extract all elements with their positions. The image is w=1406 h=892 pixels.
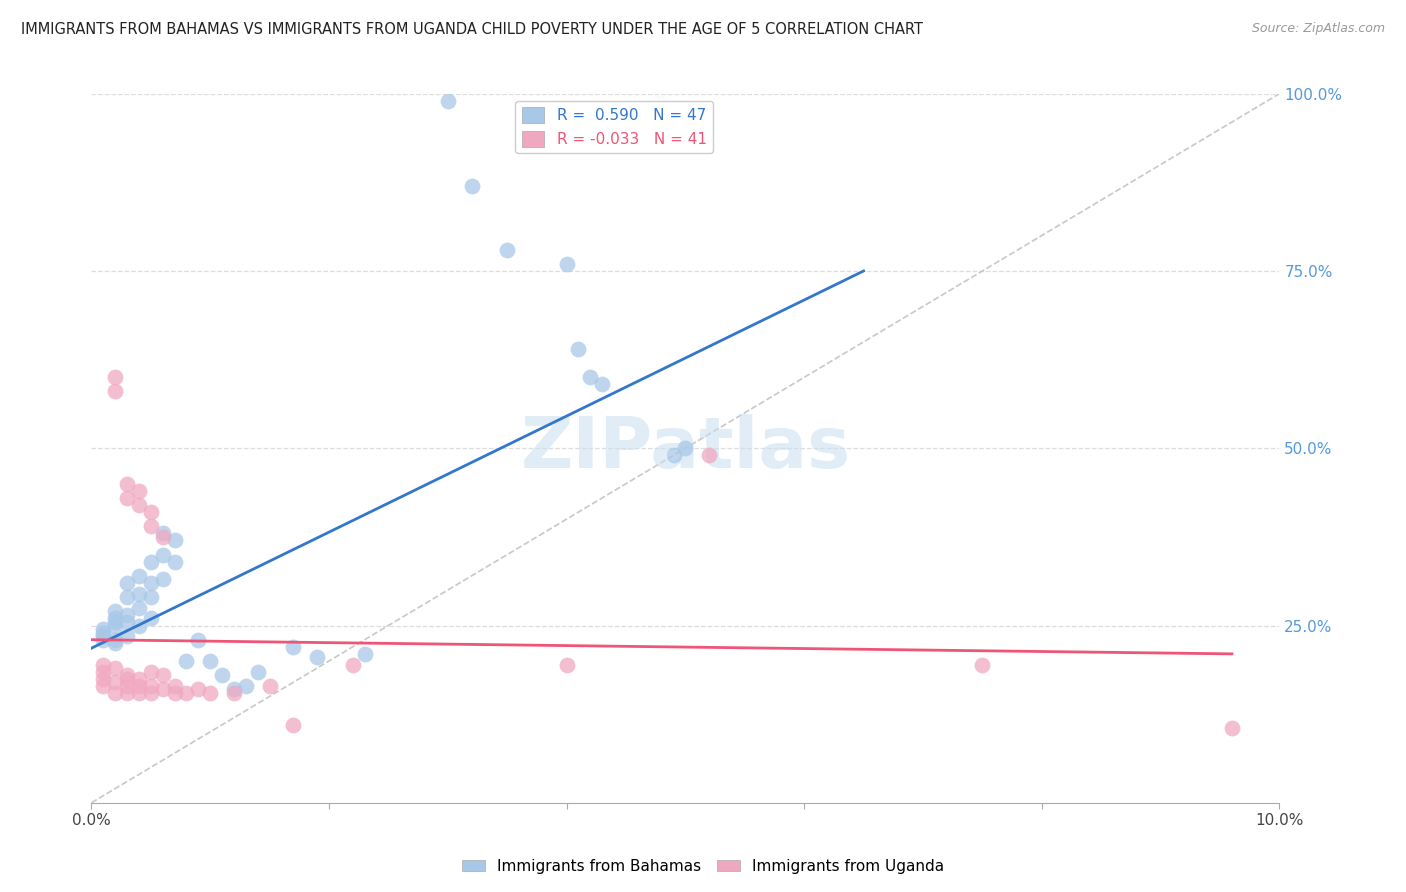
Point [163, 679, 186, 693]
Point [567, 342, 589, 356]
Point [152, 530, 174, 544]
Point [104, 604, 127, 618]
Point [163, 555, 186, 569]
Point [128, 600, 150, 615]
Point [1220, 722, 1243, 736]
Point [115, 629, 138, 643]
Point [104, 632, 127, 647]
Point [128, 483, 150, 498]
Point [176, 654, 198, 668]
Point [200, 686, 222, 700]
Point [115, 491, 138, 505]
Point [115, 590, 138, 604]
Point [104, 661, 127, 675]
Point [128, 686, 150, 700]
Point [104, 618, 127, 632]
Point [128, 679, 150, 693]
Point [115, 476, 138, 491]
Point [91, 632, 114, 647]
Point [91, 679, 114, 693]
Point [353, 647, 375, 661]
Text: Source: ZipAtlas.com: Source: ZipAtlas.com [1251, 22, 1385, 36]
Point [115, 668, 138, 682]
Point [259, 679, 281, 693]
Point [972, 657, 994, 672]
Point [579, 370, 602, 384]
Point [307, 650, 329, 665]
Point [115, 679, 138, 693]
Point [91, 657, 114, 672]
Legend: R =  0.590   N = 47, R = -0.033   N = 41: R = 0.590 N = 47, R = -0.033 N = 41 [516, 102, 713, 153]
Point [496, 243, 519, 257]
Point [152, 548, 174, 562]
Point [152, 668, 174, 682]
Point [342, 657, 364, 672]
Point [139, 665, 162, 679]
Point [104, 384, 127, 399]
Point [91, 622, 114, 636]
Point [128, 618, 150, 632]
Point [91, 665, 114, 679]
Legend: Immigrants from Bahamas, Immigrants from Uganda: Immigrants from Bahamas, Immigrants from… [456, 853, 950, 880]
Point [436, 94, 458, 108]
Point [222, 682, 245, 697]
Point [104, 370, 127, 384]
Point [591, 377, 613, 392]
Text: ZIPatlas: ZIPatlas [520, 414, 851, 483]
Point [91, 629, 114, 643]
Point [139, 519, 162, 533]
Point [139, 679, 162, 693]
Point [91, 672, 114, 686]
Point [662, 448, 685, 462]
Point [115, 615, 138, 629]
Point [211, 668, 233, 682]
Point [163, 686, 186, 700]
Point [115, 576, 138, 591]
Point [128, 569, 150, 583]
Point [104, 615, 127, 629]
Point [187, 682, 209, 697]
Point [152, 682, 174, 697]
Point [115, 686, 138, 700]
Point [128, 498, 150, 512]
Point [176, 686, 198, 700]
Point [187, 632, 209, 647]
Point [163, 533, 186, 548]
Text: IMMIGRANTS FROM BAHAMAS VS IMMIGRANTS FROM UGANDA CHILD POVERTY UNDER THE AGE OF: IMMIGRANTS FROM BAHAMAS VS IMMIGRANTS FR… [21, 22, 924, 37]
Point [115, 672, 138, 686]
Point [555, 257, 578, 271]
Point [139, 686, 162, 700]
Point [115, 607, 138, 622]
Point [139, 555, 162, 569]
Point [673, 442, 696, 456]
Point [104, 686, 127, 700]
Point [128, 586, 150, 600]
Point [139, 576, 162, 591]
Point [200, 654, 222, 668]
Point [91, 625, 114, 640]
Point [139, 611, 162, 625]
Point [222, 686, 245, 700]
Point [697, 448, 720, 462]
Point [555, 657, 578, 672]
Point [104, 636, 127, 650]
Point [283, 718, 305, 732]
Point [152, 573, 174, 587]
Point [104, 611, 127, 625]
Point [152, 526, 174, 541]
Point [139, 590, 162, 604]
Point [246, 665, 269, 679]
Point [139, 505, 162, 519]
Point [460, 178, 482, 193]
Point [128, 672, 150, 686]
Point [283, 640, 305, 654]
Point [235, 679, 257, 693]
Point [104, 675, 127, 690]
